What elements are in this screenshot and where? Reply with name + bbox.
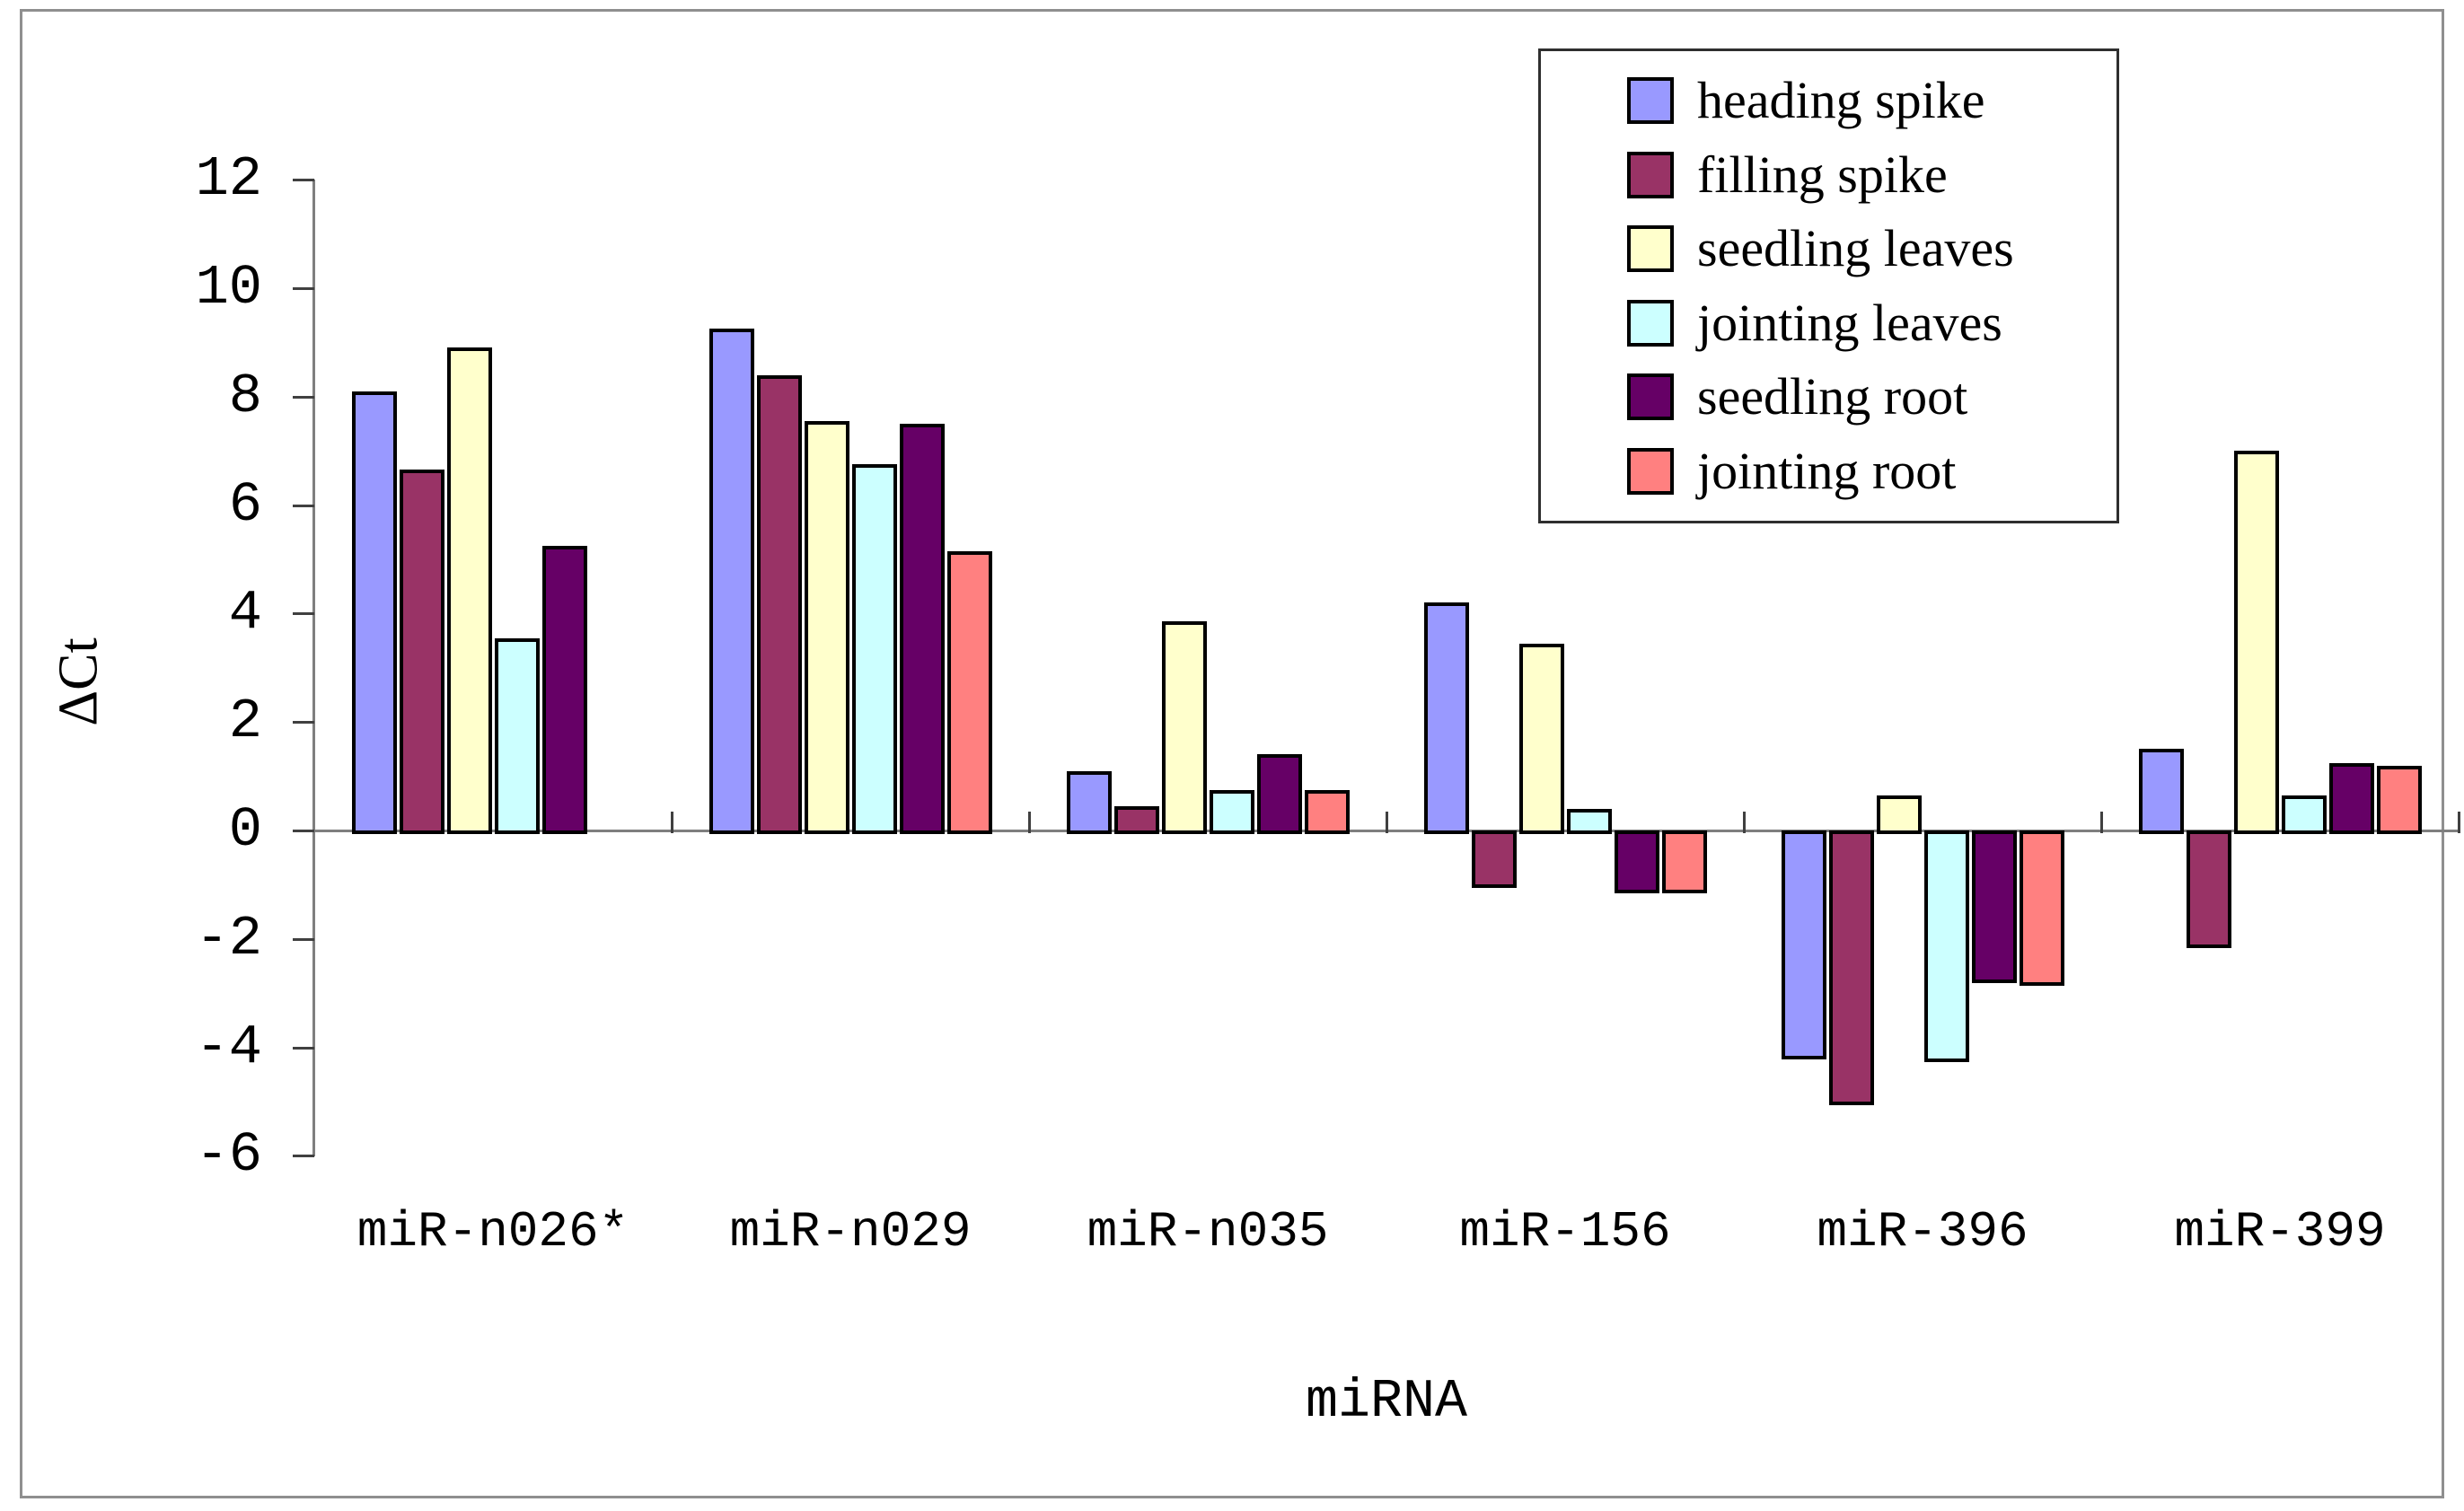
y-axis-tick-label: 10 <box>195 256 262 320</box>
x-axis-tick <box>2100 812 2103 833</box>
legend-swatch-icon <box>1627 77 1674 125</box>
figure-border <box>20 9 2444 1498</box>
y-axis-tick <box>293 937 314 941</box>
legend-swatch-icon <box>1627 225 1674 273</box>
y-axis-tick <box>293 830 314 832</box>
bar-seedling-leaves-miR-n029 <box>804 420 849 834</box>
bar-seedling-leaves-miR-n035 <box>1161 621 1207 834</box>
bar-heading-spike-miR-n026 <box>351 391 397 834</box>
y-axis-tick-label: 0 <box>228 798 262 862</box>
legend-item-label: jointing leaves <box>1697 293 2002 352</box>
y-axis-tick <box>293 612 314 616</box>
bar-jointing-root-miR-n035 <box>1304 789 1350 834</box>
y-axis-tick-label: 8 <box>228 364 262 428</box>
x-axis-category-label: miR-n035 <box>1087 1203 1329 1261</box>
y-axis-tick <box>293 179 314 182</box>
bar-jointing-leaves-miR-396 <box>1923 830 1969 1062</box>
legend-box: heading spike filling spike seedling leave… <box>1538 48 2119 523</box>
y-axis-tick <box>293 1155 314 1158</box>
bar-jointing-leaves-miR-399 <box>2281 795 2327 834</box>
x-axis-tick <box>1028 812 1031 833</box>
bar-seedling-root-miR-n035 <box>1256 754 1302 834</box>
legend-item-label: jointing root <box>1697 441 1957 500</box>
bar-jointing-root-miR-399 <box>2376 765 2422 834</box>
y-axis-tick <box>293 504 314 507</box>
y-axis-tick <box>293 721 314 725</box>
x-axis-tick <box>1743 812 1746 833</box>
legend-item-filling-spike: filling spike <box>1627 145 2116 204</box>
y-axis-tick-label: -2 <box>195 906 262 971</box>
y-axis-title: ΔCt <box>48 637 110 726</box>
y-axis-tick-label: 4 <box>228 581 262 646</box>
legend-item-label: heading spike <box>1697 71 1985 130</box>
x-axis-category-label: miR-399 <box>2174 1203 2386 1261</box>
legend-swatch-icon <box>1627 299 1674 347</box>
legend-swatch-icon <box>1627 447 1674 495</box>
y-axis-tick <box>293 395 314 399</box>
y-axis-tick-label: -4 <box>195 1015 262 1079</box>
bar-seedling-root-miR-156 <box>1614 830 1659 894</box>
y-axis-tick-label: -6 <box>195 1123 262 1188</box>
bar-seedling-leaves-miR-156 <box>1518 643 1564 834</box>
legend-item-jointing-leaves: jointing leaves <box>1627 293 2116 352</box>
bar-seedling-leaves-miR-399 <box>2233 451 2279 834</box>
bar-seedling-root-miR-396 <box>1971 830 2017 984</box>
x-axis-title: miRNA <box>1305 1372 1468 1433</box>
y-axis-tick-label: 6 <box>228 472 262 537</box>
legend-item-label: seedling leaves <box>1697 219 2014 278</box>
bar-jointing-leaves-miR-156 <box>1566 808 1612 834</box>
x-axis-tick <box>2458 812 2460 833</box>
x-axis-tick <box>1386 812 1388 833</box>
legend-item-seedling-leaves: seedling leaves <box>1627 223 2116 275</box>
legend-item-heading-spike: heading spike <box>1627 75 2116 127</box>
bar-jointing-root-miR-n029 <box>946 550 992 834</box>
bar-heading-spike-miR-n035 <box>1066 770 1112 834</box>
y-axis-tick-label: 12 <box>195 147 262 212</box>
y-axis-line <box>312 180 315 1156</box>
x-axis-tick <box>671 812 673 833</box>
bar-jointing-root-miR-156 <box>1661 830 1707 894</box>
bar-seedling-leaves-miR-396 <box>1876 795 1922 834</box>
x-axis-category-label: miR-n029 <box>729 1203 972 1261</box>
bar-filling-spike-miR-399 <box>2186 830 2231 948</box>
bar-filling-spike-miR-n026 <box>399 470 444 834</box>
legend-item-label: filling spike <box>1697 145 1948 204</box>
bar-filling-spike-miR-396 <box>1828 830 1874 1105</box>
bar-seedling-root-miR-n029 <box>899 424 945 834</box>
bar-jointing-leaves-miR-n026 <box>494 637 540 834</box>
bar-jointing-leaves-miR-n035 <box>1209 789 1254 834</box>
x-axis-category-label: miR-396 <box>1817 1203 2028 1261</box>
legend-swatch-icon <box>1627 373 1674 421</box>
bar-filling-spike-miR-n029 <box>756 374 802 834</box>
bar-jointing-root-miR-396 <box>2019 830 2064 987</box>
legend-item-jointing-root: jointing root <box>1627 441 2116 500</box>
x-axis-category-label: miR-n026* <box>356 1203 629 1261</box>
bar-heading-spike-miR-156 <box>1423 602 1469 834</box>
y-axis-tick-label: 2 <box>228 690 262 754</box>
legend-item-seedling-root: seedling root <box>1627 371 2116 423</box>
bar-seedling-root-miR-399 <box>2328 762 2374 834</box>
bar-heading-spike-miR-399 <box>2138 749 2184 834</box>
bar-seedling-root-miR-n026 <box>541 545 587 834</box>
bar-jointing-leaves-miR-n029 <box>851 464 897 834</box>
bar-heading-spike-miR-396 <box>1781 830 1826 1059</box>
y-axis-tick <box>293 287 314 290</box>
y-axis-tick <box>293 1046 314 1050</box>
bar-filling-spike-miR-156 <box>1471 830 1517 889</box>
legend-swatch-icon <box>1627 151 1674 198</box>
bar-seedling-leaves-miR-n026 <box>446 347 492 834</box>
x-axis-category-label: miR-156 <box>1459 1203 1671 1261</box>
legend-item-label: seedling root <box>1697 367 1968 426</box>
bar-filling-spike-miR-n035 <box>1113 805 1159 834</box>
bar-heading-spike-miR-n029 <box>708 329 754 834</box>
